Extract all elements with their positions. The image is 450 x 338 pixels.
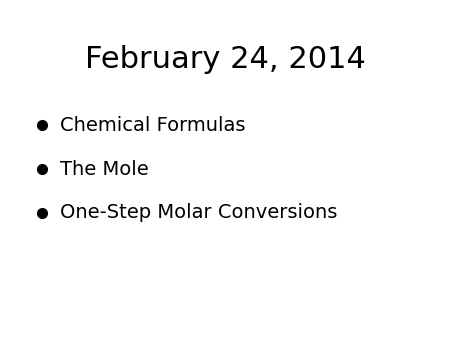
- Text: February 24, 2014: February 24, 2014: [85, 45, 365, 74]
- Text: The Mole: The Mole: [59, 160, 148, 178]
- Text: Chemical Formulas: Chemical Formulas: [59, 116, 245, 135]
- Text: One-Step Molar Conversions: One-Step Molar Conversions: [59, 203, 337, 222]
